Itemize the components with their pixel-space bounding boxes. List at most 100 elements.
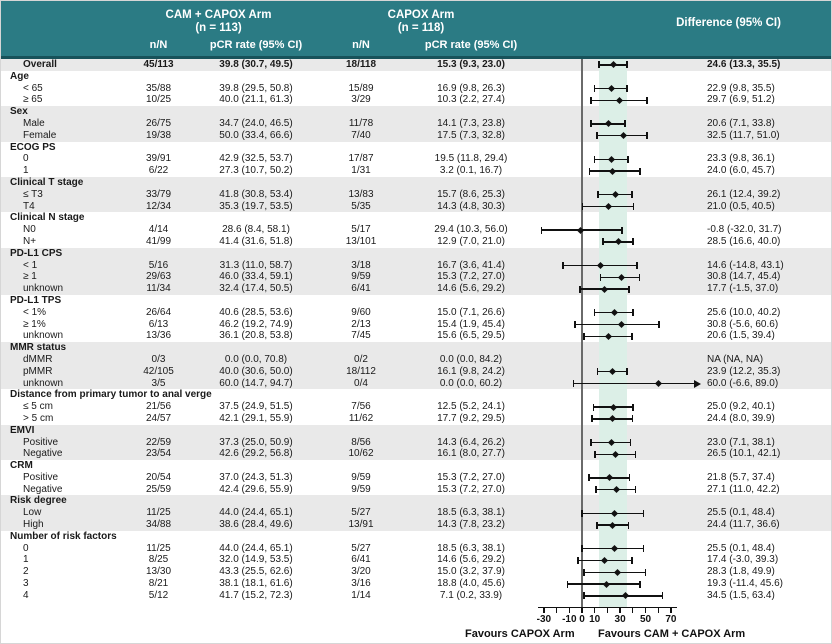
row-label: Overall — [23, 59, 57, 70]
cam-n-over-N: 8/21 — [148, 578, 169, 590]
capox-n-over-N: 13/91 — [348, 519, 374, 531]
cam-n-over-N: 24/57 — [145, 412, 172, 424]
difference-value: 25.5 (0.1, 48.4) — [707, 507, 775, 519]
difference-value: 25.5 (0.1, 48.4) — [707, 542, 775, 554]
capox-n-over-N: 8/56 — [351, 436, 371, 448]
capox-pcr-rate: 12.9 (7.0, 21.0) — [437, 235, 505, 247]
table-row: 0 39/91 42.9 (32.5, 53.7) 17/87 19.5 (11… — [1, 153, 831, 165]
difference-value: 19.3 (-11.4, 45.6) — [707, 578, 783, 590]
capox-pcr-rate: 15.6 (6.5, 29.5) — [437, 330, 505, 342]
cam-n-over-N: 11/25 — [146, 507, 171, 519]
favours-right-label: Favours CAM + CAPOX Arm — [598, 628, 746, 640]
table-row: Age — [1, 71, 831, 83]
table-row: PD-L1 CPS — [1, 247, 831, 260]
cam-pcr-rate: 32.0 (14.9, 53.5) — [219, 554, 293, 566]
x-axis-tick — [657, 608, 659, 613]
x-axis-tick — [555, 608, 558, 613]
table-row: Number of risk factors — [1, 531, 831, 543]
cam-pcr-rate: 39.8 (29.5, 50.8) — [219, 82, 293, 94]
cam-n-over-N: 6/13 — [148, 318, 169, 330]
cam-pcr-rate: 44.0 (24.4, 65.1) — [219, 507, 293, 519]
cam-pcr-rate: 44.0 (24.4, 65.1) — [219, 542, 293, 554]
row-label: < 65 — [23, 82, 43, 94]
cam-n-over-N: 5/12 — [148, 589, 169, 601]
capox-n-over-N: 11/78 — [348, 117, 374, 129]
difference-value: 23.3 (9.8, 36.1) — [707, 153, 775, 165]
capox-n-over-N: 3/16 — [351, 578, 371, 590]
capox-n-over-N: 2/13 — [351, 318, 371, 330]
row-label: T4 — [23, 200, 35, 212]
table-row: Low 11/25 44.0 (24.4, 65.1) 5/27 18.5 (6… — [1, 507, 831, 520]
cam-n-over-N: 11/34 — [146, 283, 171, 295]
row-label: < 1% — [23, 306, 47, 318]
cam-pcr-rate: 0.0 (0.0, 70.8) — [224, 353, 288, 365]
row-label: dMMR — [23, 353, 53, 365]
difference-column-header: Difference (95% CI) — [676, 17, 781, 29]
capox-pcr-rate: 16.1 (8.0, 27.7) — [437, 448, 505, 460]
difference-value: -0.8 (-32.0, 31.7) — [707, 224, 782, 236]
capox-n-over-N: 5/27 — [351, 507, 371, 519]
arm2-title: CAPOX Arm — [387, 9, 455, 21]
capox-pcr-rate: 18.5 (6.3, 38.1) — [437, 507, 505, 519]
cam-pcr-rate: 43.3 (25.5, 62.6) — [219, 566, 293, 578]
row-label: Positive — [23, 471, 59, 483]
x-axis-tick — [632, 608, 634, 613]
cam-pcr-rate: 37.3 (25.0, 50.9) — [219, 436, 293, 448]
table-row: Overall 45/113 39.8 (30.7, 49.5) 18/118 … — [1, 59, 831, 71]
capox-n-over-N: 3/29 — [351, 94, 371, 106]
cam-n-over-N: 11/25 — [146, 542, 171, 554]
cam-pcr-rate: 38.6 (28.4, 49.6) — [219, 519, 293, 531]
row-label: ECOG PS — [10, 141, 56, 153]
capox-n-over-N: 9/59 — [351, 271, 371, 283]
capox-pcr-rate: 15.3 (9.3, 23.0) — [437, 59, 505, 70]
table-row: Clinical T stage — [1, 176, 831, 189]
capox-n-over-N: 18/112 — [346, 365, 376, 377]
row-label: EMVI — [10, 424, 35, 436]
row-label: Female — [23, 129, 57, 141]
difference-value: 20.6 (1.5, 39.4) — [707, 330, 775, 342]
table-header: CAM + CAPOX Arm (n = 113) CAPOX Arm (n =… — [1, 1, 831, 59]
cam-n-over-N: 6/22 — [148, 165, 169, 177]
cam-pcr-rate: 40.0 (30.6, 50.0) — [219, 365, 293, 377]
cam-pcr-rate: 42.9 (32.5, 53.7) — [219, 153, 293, 165]
table-row: unknown 11/34 32.4 (17.4, 50.5) 6/41 14.… — [1, 283, 831, 295]
capox-n-over-N: 13/101 — [345, 235, 377, 247]
table-row: 0 11/25 44.0 (24.4, 65.1) 5/27 18.5 (6.3… — [1, 542, 831, 555]
difference-value: 28.3 (1.8, 49.9) — [707, 566, 775, 578]
capox-pcr-rate: 10.3 (2.2, 27.4) — [437, 94, 505, 106]
difference-value: 26.1 (12.4, 39.2) — [707, 188, 781, 200]
difference-value: 25.6 (10.0, 40.2) — [707, 306, 781, 318]
table-row: Risk degree — [1, 495, 831, 508]
difference-value: 25.0 (9.2, 40.1) — [707, 401, 775, 413]
cam-pcr-rate: 37.5 (24.9, 51.5) — [219, 401, 293, 413]
arm2-subtitle: (n = 118) — [397, 22, 445, 34]
arm1-header: CAM + CAPOX Arm (n = 113) — [121, 9, 316, 35]
capox-pcr-rate: 16.1 (9.8, 24.2) — [437, 365, 505, 377]
x-axis-tick — [543, 608, 545, 613]
difference-value: 34.5 (1.5, 63.4) — [707, 589, 775, 601]
cam-pcr-rate: 34.7 (24.0, 46.5) — [219, 117, 293, 129]
x-axis-tick — [619, 608, 621, 613]
capox-n-over-N: 9/59 — [351, 471, 371, 483]
capox-pcr-rate: 14.6 (5.6, 29.2) — [437, 554, 505, 566]
row-label: 0 — [23, 153, 29, 165]
capox-pcr-rate: 0.0 (0.0, 60.2) — [439, 377, 503, 389]
capox-pcr-rate: 14.3 (7.8, 23.2) — [437, 519, 505, 531]
cam-pcr-rate: 60.0 (14.7, 94.7) — [219, 377, 293, 389]
capox-pcr-rate: 29.4 (10.3, 56.0) — [434, 224, 508, 236]
row-label: Sex — [10, 106, 28, 118]
table-row: > 5 cm 24/57 42.1 (29.1, 55.9) 11/62 17.… — [1, 412, 831, 425]
capox-pcr-rate: 17.7 (9.2, 29.5) — [437, 412, 505, 424]
cam-pcr-rate: 50.0 (33.4, 66.6) — [219, 129, 293, 141]
row-label: ≥ 1% — [23, 318, 46, 330]
table-row: Clinical N stage — [1, 212, 831, 224]
table-row: Negative 23/54 42.6 (29.2, 56.8) 10/62 1… — [1, 448, 831, 461]
table-row: High 34/88 38.6 (28.4, 49.6) 13/91 14.3 … — [1, 519, 831, 531]
table-row: < 65 35/88 39.8 (29.5, 50.8) 15/89 16.9 … — [1, 82, 831, 95]
row-label: Low — [23, 507, 42, 519]
table-row: ECOG PS — [1, 141, 831, 154]
capox-pcr-rate: 3.2 (0.1, 16.7) — [439, 165, 503, 177]
capox-n-over-N: 7/56 — [351, 401, 371, 413]
cam-n-over-N: 25/59 — [145, 483, 172, 495]
